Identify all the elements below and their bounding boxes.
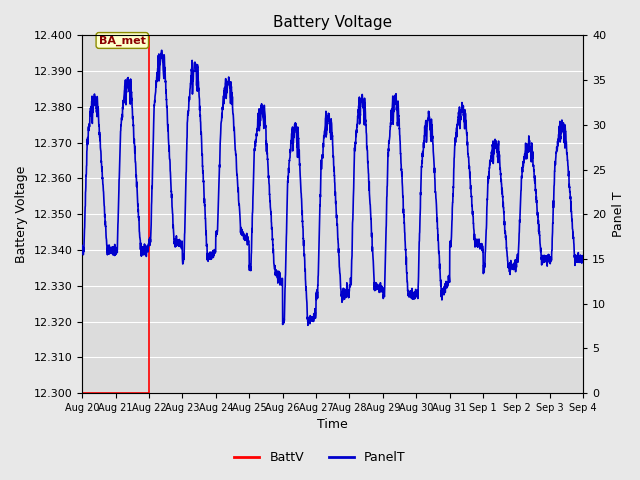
Legend: BattV, PanelT: BattV, PanelT <box>229 446 411 469</box>
X-axis label: Time: Time <box>317 419 348 432</box>
Text: BA_met: BA_met <box>99 36 146 46</box>
Y-axis label: Battery Voltage: Battery Voltage <box>15 166 28 263</box>
Y-axis label: Panel T: Panel T <box>612 192 625 237</box>
Title: Battery Voltage: Battery Voltage <box>273 15 392 30</box>
